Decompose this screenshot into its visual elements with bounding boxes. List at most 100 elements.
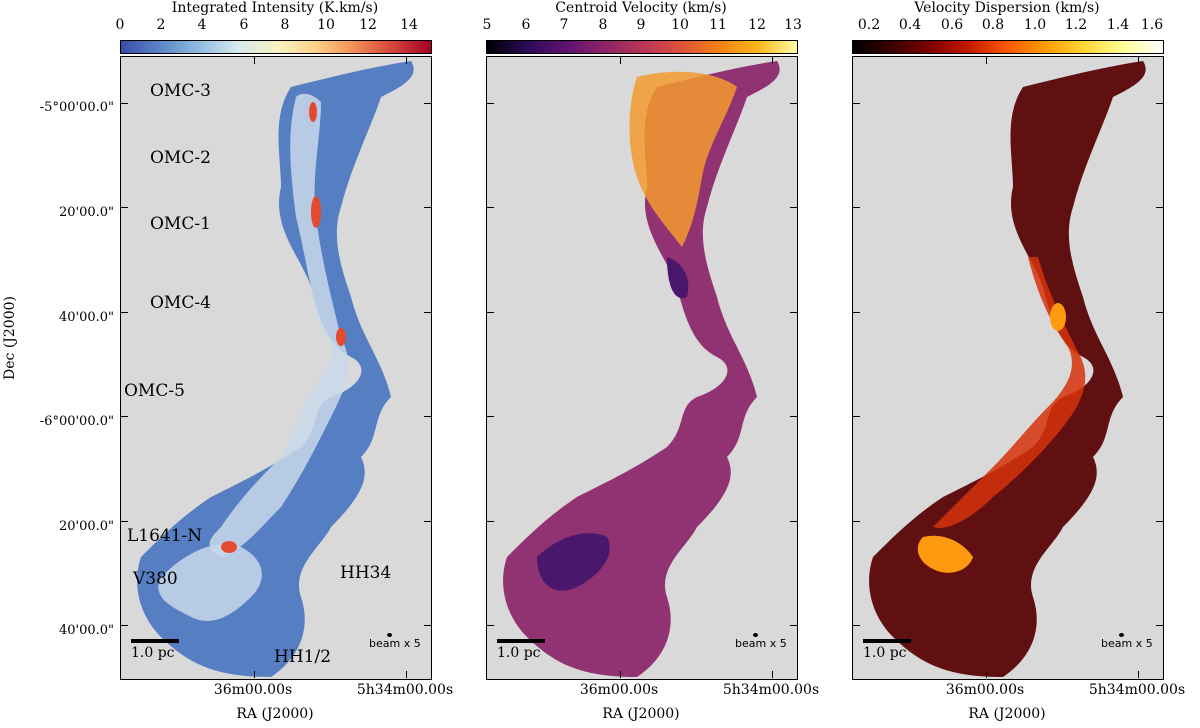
omc4-dispersion-peak (1050, 303, 1066, 331)
y-tick: 40'00.0" (58, 310, 114, 325)
cbar-tick: 6 (521, 17, 531, 33)
region-label: OMC-4 (150, 293, 211, 313)
northern-redshifted-gas (629, 71, 737, 247)
region-label: OMC-1 (150, 214, 211, 234)
region-label: V380 (133, 569, 178, 589)
cbar-tick: 13 (784, 17, 802, 33)
cbar-tick: 6 (239, 17, 249, 33)
cbar-tick: 2 (156, 17, 166, 33)
cbar-tick: 10 (317, 17, 335, 33)
x-tick: 36m00.00s (945, 682, 1025, 698)
cbar-tick: 4 (197, 17, 207, 33)
axis-tick-mark (620, 57, 621, 64)
axis-tick-mark (121, 416, 128, 417)
beam-indicator: beam x 5 (369, 633, 421, 651)
x-tick: 5h34m00.00s (722, 682, 820, 698)
x-tick: 36m00.00s (579, 682, 659, 698)
cbar-tick: 10 (671, 17, 689, 33)
region-label: OMC-5 (124, 381, 185, 401)
cbar-tick: 8 (598, 17, 608, 33)
axis-tick-mark (790, 207, 797, 208)
cbar-tick: 0.4 (898, 17, 922, 33)
high-dispersion-region (917, 535, 973, 573)
region-label: HH1/2 (274, 647, 332, 667)
axis-tick-mark (772, 671, 773, 678)
cbar-tick: 14 (400, 17, 418, 33)
y-tick: 20'00.0" (58, 519, 114, 534)
axis-tick-mark (424, 312, 431, 313)
axis-tick-mark (1156, 103, 1163, 104)
cbar-title-dispersion: Velocity Dispersion (km/s) (914, 0, 1100, 16)
cbar-tick: 0 (115, 17, 125, 33)
axis-tick-mark (790, 312, 797, 313)
l1641n-peak (221, 541, 237, 553)
axis-tick-mark (406, 57, 407, 64)
axis-tick-mark (790, 521, 797, 522)
axis-tick-mark (121, 207, 128, 208)
scale-bar: 1.0 pc (131, 639, 179, 661)
axis-tick-mark (254, 671, 255, 678)
scale-bar: 1.0 pc (863, 639, 911, 661)
filament-emission (137, 61, 414, 677)
axis-tick-mark (487, 207, 494, 208)
x-axis-label: RA (J2000) (236, 706, 314, 722)
dispersion-map (869, 61, 1146, 677)
lower-cloud (158, 544, 262, 621)
filament-spine (933, 257, 1086, 528)
cbar-title-intensity: Integrated Intensity (K.km/s) (171, 0, 379, 16)
beam-ellipse-icon (387, 633, 392, 637)
region-label: OMC-2 (150, 148, 211, 168)
axis-tick-mark (424, 207, 431, 208)
axis-tick-mark (790, 625, 797, 626)
omc4-peak (336, 328, 346, 346)
axis-tick-mark (1138, 57, 1139, 64)
axis-tick-mark (986, 671, 987, 678)
axis-tick-mark (853, 103, 860, 104)
region-label: L1641-N (127, 526, 203, 546)
cbar-tick: 1.0 (1023, 17, 1047, 33)
axis-tick-mark (487, 416, 494, 417)
y-tick: 40'00.0" (58, 623, 114, 638)
cbar-tick: 5 (482, 17, 492, 33)
x-axis-label: RA (J2000) (602, 706, 680, 722)
omc4-blueshifted-gas (667, 257, 689, 299)
colorbar-dispersion (852, 40, 1164, 54)
cbar-tick: 11 (709, 17, 727, 33)
beam-indicator: beam x 5 (1101, 633, 1153, 651)
intensity-map (137, 61, 414, 677)
cbar-tick: 1.6 (1140, 17, 1164, 33)
axis-tick-mark (406, 671, 407, 678)
axis-tick-mark (1156, 312, 1163, 313)
axis-tick-mark (121, 312, 128, 313)
axis-tick-mark (121, 521, 128, 522)
axis-tick-mark (424, 103, 431, 104)
axis-tick-mark (853, 312, 860, 313)
intensity-map-panel: OMC-3 OMC-2 OMC-1 OMC-4 OMC-5 L1641-N V3… (120, 56, 432, 680)
filament-dispersion (869, 61, 1146, 677)
y-axis-label: Dec (J2000) (2, 296, 18, 380)
axis-tick-mark (487, 312, 494, 313)
x-tick: 36m00.00s (213, 682, 293, 698)
y-tick: -6°00'00.0" (39, 414, 114, 429)
axis-tick-mark (424, 521, 431, 522)
cbar-tick: 8 (280, 17, 290, 33)
velocity-map-panel: 1.0 pc beam x 5 (486, 56, 798, 680)
axis-tick-mark (254, 57, 255, 64)
axis-tick-mark (853, 625, 860, 626)
x-tick: 5h34m00.00s (356, 682, 454, 698)
cbar-tick: 7 (559, 17, 569, 33)
cbar-tick: 12 (748, 17, 766, 33)
colorbar-intensity (120, 40, 432, 54)
omc1-peak (311, 196, 321, 228)
y-tick: -5°00'00.0" (39, 100, 114, 115)
axis-tick-mark (121, 103, 128, 104)
axis-tick-mark (853, 521, 860, 522)
cbar-tick: 0.6 (940, 17, 964, 33)
x-axis-label: RA (J2000) (968, 706, 1046, 722)
cbar-tick: 0.8 (981, 17, 1005, 33)
beam-ellipse-icon (1119, 633, 1124, 637)
southern-blueshifted-gas (537, 533, 610, 591)
axis-tick-mark (790, 416, 797, 417)
axis-tick-mark (487, 103, 494, 104)
axis-tick-mark (853, 416, 860, 417)
